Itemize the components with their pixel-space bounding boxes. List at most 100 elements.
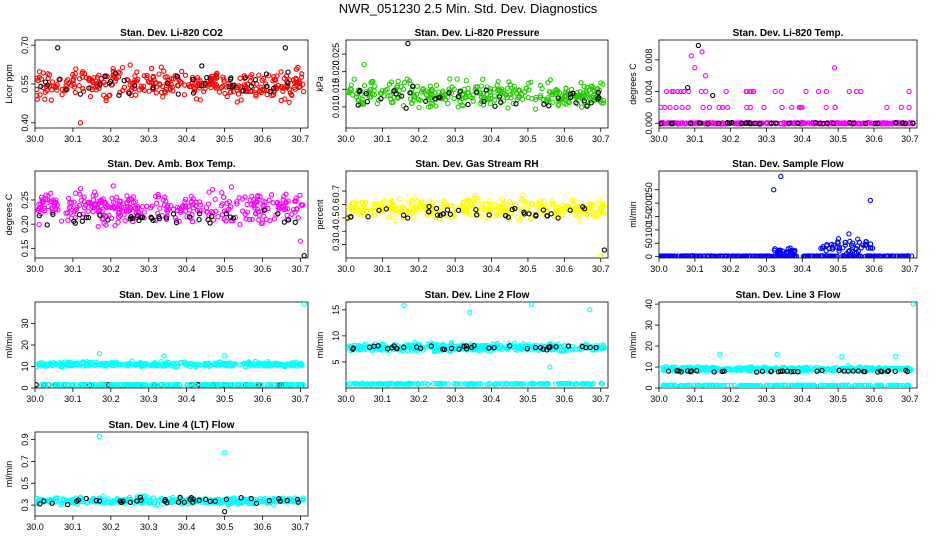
data-point-steps bbox=[670, 88, 677, 95]
data-point-baseline bbox=[503, 381, 509, 387]
data-point-flagged bbox=[150, 84, 156, 91]
data-point-data bbox=[519, 91, 525, 98]
outlier-point bbox=[96, 350, 103, 357]
data-point-data bbox=[524, 199, 531, 206]
data-point-data bbox=[121, 212, 127, 218]
data-point-baseline bbox=[184, 382, 190, 388]
data-point-steps bbox=[703, 88, 709, 95]
data-point-data bbox=[546, 88, 553, 95]
data-point-data bbox=[263, 216, 269, 222]
outlier-point bbox=[892, 353, 899, 360]
panel-title: Stan. Dev. Amb. Box Temp. bbox=[107, 159, 235, 170]
x-tick-label: 30.3 bbox=[140, 522, 158, 532]
data-point-line1 bbox=[68, 360, 74, 366]
data-point-data bbox=[532, 106, 539, 112]
data-point-baseline bbox=[494, 381, 500, 387]
data-point-data bbox=[601, 210, 607, 217]
data-point-flagged bbox=[540, 207, 547, 213]
data-point-flagged bbox=[526, 211, 532, 217]
data-point-data bbox=[252, 205, 258, 211]
data-point-flagged bbox=[403, 105, 409, 111]
data-point-data bbox=[48, 190, 54, 196]
data-point-line3 bbox=[671, 366, 677, 373]
data-points bbox=[35, 183, 307, 258]
data-point-data bbox=[63, 78, 70, 85]
data-point-flagged bbox=[437, 94, 443, 100]
data-point-line1 bbox=[225, 360, 231, 367]
data-point-flagged bbox=[45, 82, 51, 88]
data-point-baseline bbox=[552, 381, 559, 387]
data-point-line1 bbox=[98, 361, 105, 368]
data-point-data bbox=[391, 202, 397, 208]
data-point-data bbox=[478, 213, 484, 220]
data-point-baseline bbox=[665, 382, 672, 388]
data-point-data bbox=[362, 199, 369, 206]
data-point-data bbox=[246, 216, 253, 223]
data-point-data bbox=[460, 103, 466, 109]
data-point-flagged bbox=[400, 212, 407, 218]
data-point-data bbox=[234, 99, 240, 105]
data-point-line2 bbox=[556, 344, 563, 350]
data-point-baseline bbox=[60, 382, 66, 388]
data-point-line1 bbox=[289, 362, 295, 369]
data-point-data bbox=[545, 79, 551, 86]
y-tick-label: 150 bbox=[644, 209, 654, 224]
data-point-data bbox=[574, 207, 580, 213]
panel-title: Stan. Dev. Line 4 (LT) Flow bbox=[109, 420, 235, 431]
data-point-flagged bbox=[440, 346, 446, 352]
data-point-data bbox=[95, 201, 101, 207]
x-tick-label: 30.6 bbox=[556, 134, 574, 144]
data-point-data bbox=[247, 73, 254, 80]
data-point-flagged bbox=[348, 214, 354, 220]
data-point-data bbox=[499, 209, 506, 216]
data-point-data bbox=[215, 213, 221, 220]
data-point-data bbox=[486, 95, 492, 101]
data-point-data bbox=[153, 90, 159, 96]
data-point-steps bbox=[706, 104, 713, 111]
y-tick-label: 200 bbox=[644, 196, 654, 211]
data-point-flagged bbox=[581, 98, 588, 104]
data-point-baseline bbox=[715, 253, 721, 258]
data-point-data bbox=[253, 91, 259, 98]
data-point-flagged bbox=[786, 120, 792, 126]
data-point-data bbox=[149, 203, 155, 209]
data-point-cluster2 bbox=[846, 247, 853, 254]
data-point-baseline bbox=[802, 383, 808, 388]
data-point-baseline bbox=[362, 381, 368, 387]
outlier-point bbox=[301, 302, 307, 307]
data-point-data bbox=[484, 84, 490, 90]
data-point-flagged bbox=[742, 120, 748, 126]
data-point-line2 bbox=[423, 344, 430, 350]
data-point-data bbox=[519, 96, 526, 102]
data-point-flagged bbox=[433, 205, 440, 212]
data-point-line4 bbox=[150, 495, 157, 501]
x-tick-label: 30.5 bbox=[216, 394, 234, 404]
panel-title: Stan. Dev. Line 3 Flow bbox=[736, 290, 841, 301]
data-point-flagged bbox=[457, 88, 463, 94]
data-point-data bbox=[445, 100, 451, 107]
x-tick-label: 30.5 bbox=[519, 394, 537, 404]
data-point-baseline bbox=[98, 382, 104, 388]
data-point-data bbox=[550, 99, 556, 105]
data-point-data bbox=[469, 95, 475, 101]
data-point-flagged bbox=[202, 80, 208, 86]
data-point-line3 bbox=[866, 365, 872, 372]
data-point-line1 bbox=[263, 363, 269, 369]
data-point-baseline bbox=[723, 253, 729, 258]
data-point-flagged bbox=[533, 212, 539, 218]
data-point-data bbox=[175, 83, 181, 89]
data-point-line1 bbox=[201, 362, 207, 368]
data-point-data bbox=[190, 205, 196, 211]
outlier-point bbox=[587, 307, 593, 313]
x-tick-label: 30.2 bbox=[410, 134, 428, 144]
data-point-line2 bbox=[499, 346, 505, 352]
data-point-line4 bbox=[146, 500, 152, 506]
data-point-baseline bbox=[215, 381, 221, 388]
data-point-flagged bbox=[463, 343, 469, 349]
data-points bbox=[35, 433, 307, 515]
data-point-baseline bbox=[91, 381, 98, 388]
data-point-baseline bbox=[660, 382, 666, 388]
data-point-baseline bbox=[876, 382, 882, 388]
